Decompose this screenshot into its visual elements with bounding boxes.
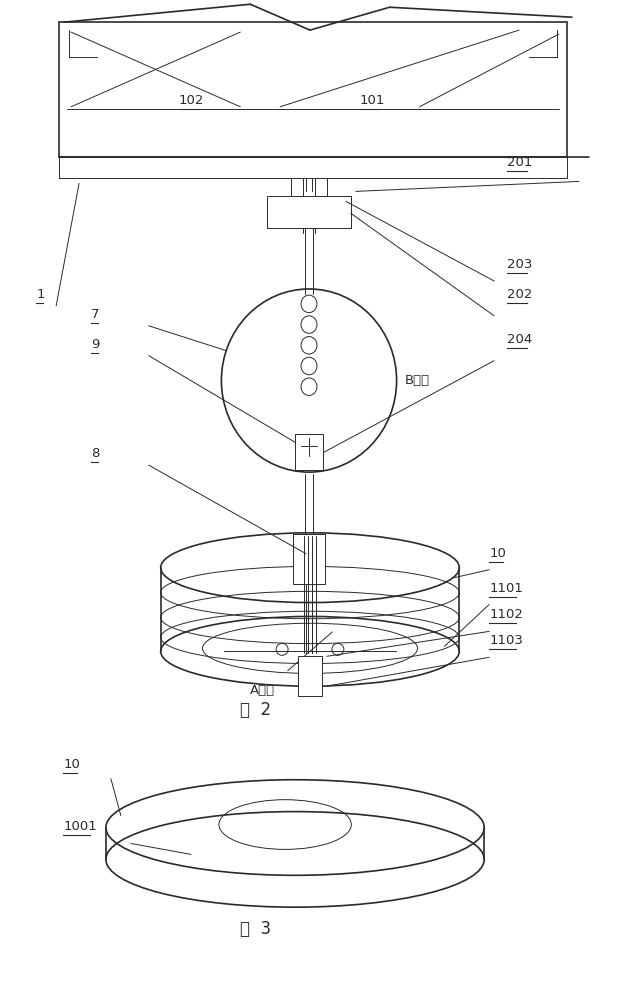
Bar: [59, 22, 567, 157]
Bar: [295, 434, 323, 470]
Text: 8: 8: [91, 447, 99, 460]
Bar: [293, 534, 325, 584]
Text: 1102: 1102: [489, 608, 523, 621]
Text: 1103: 1103: [489, 634, 523, 647]
Bar: [298, 656, 322, 696]
Text: 202: 202: [507, 288, 533, 301]
Text: 10: 10: [489, 547, 506, 560]
Text: 204: 204: [507, 333, 532, 346]
Text: 101: 101: [360, 94, 385, 107]
Text: 1101: 1101: [489, 582, 523, 595]
Text: 10: 10: [63, 758, 80, 771]
Text: 图  3: 图 3: [240, 920, 271, 938]
Text: 9: 9: [91, 338, 99, 351]
Text: 1001: 1001: [63, 820, 97, 833]
Text: 1: 1: [36, 288, 44, 301]
Text: B放大: B放大: [405, 374, 430, 387]
Text: 201: 201: [507, 156, 533, 169]
Text: A放大: A放大: [250, 684, 276, 697]
Text: 203: 203: [507, 258, 533, 271]
Text: 图  2: 图 2: [240, 701, 271, 719]
Text: 102: 102: [179, 94, 204, 107]
Bar: [267, 196, 351, 228]
Text: 7: 7: [91, 308, 99, 321]
